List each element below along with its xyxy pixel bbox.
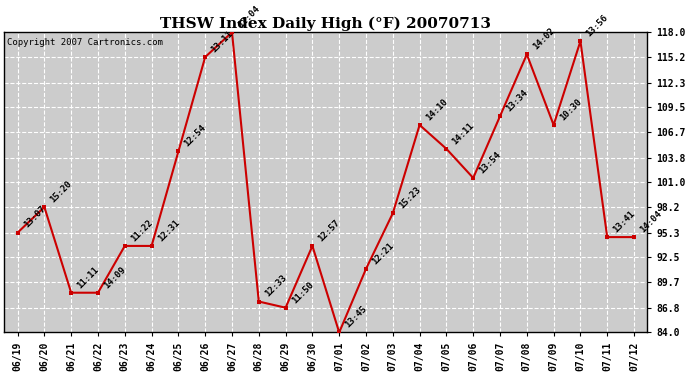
Text: 13:56: 13:56 (584, 13, 610, 38)
Text: 14:02: 14:02 (531, 26, 556, 52)
Text: 12:21: 12:21 (370, 241, 395, 266)
Text: 11:50: 11:50 (290, 280, 315, 305)
Text: 13:11: 13:11 (209, 29, 235, 54)
Text: 13:34: 13:34 (504, 88, 529, 113)
Text: 13:54: 13:54 (477, 150, 503, 175)
Text: 14:04: 14:04 (638, 209, 664, 234)
Text: 12:33: 12:33 (263, 273, 288, 299)
Text: 12:57: 12:57 (317, 218, 342, 243)
Text: 15:20: 15:20 (48, 179, 74, 204)
Text: 13:41: 13:41 (611, 209, 637, 234)
Text: 11:11: 11:11 (75, 265, 101, 290)
Text: 12:31: 12:31 (156, 218, 181, 243)
Text: 13:45: 13:45 (344, 304, 368, 330)
Text: 10:30: 10:30 (558, 97, 583, 122)
Text: 13:07: 13:07 (21, 204, 47, 230)
Text: Copyright 2007 Cartronics.com: Copyright 2007 Cartronics.com (8, 38, 164, 47)
Text: 11:22: 11:22 (129, 218, 155, 243)
Text: 14:11: 14:11 (451, 121, 476, 146)
Text: 15:23: 15:23 (397, 185, 422, 210)
Text: 12:04: 12:04 (236, 4, 262, 30)
Text: 12:54: 12:54 (183, 123, 208, 149)
Text: 14:10: 14:10 (424, 97, 449, 122)
Text: 14:09: 14:09 (102, 265, 128, 290)
Title: THSW Index Daily High (°F) 20070713: THSW Index Daily High (°F) 20070713 (160, 17, 491, 31)
